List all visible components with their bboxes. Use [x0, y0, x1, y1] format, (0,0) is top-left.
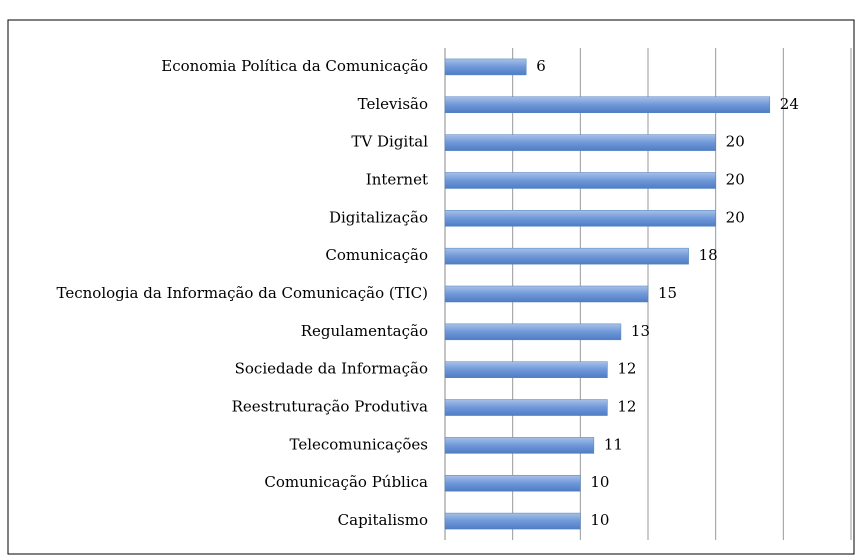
data-label: 18 [699, 246, 718, 264]
bar [444, 437, 595, 454]
y-tick-label: Capitalismo [338, 511, 428, 529]
data-label: 20 [726, 208, 745, 226]
data-label: 10 [590, 473, 609, 491]
y-tick-label: Comunicação [325, 246, 428, 264]
data-label: 10 [590, 511, 609, 529]
bar [444, 323, 622, 341]
bar [444, 247, 689, 265]
data-label: 12 [617, 360, 636, 378]
data-label: 20 [726, 170, 745, 188]
y-tick-label: TV Digital [351, 133, 428, 151]
bar [444, 172, 716, 189]
bar [444, 474, 581, 492]
y-tick-label: Televisão [358, 95, 428, 113]
bar [444, 399, 608, 416]
bar [444, 512, 581, 530]
data-label: 20 [726, 133, 745, 151]
y-tick-label: Regulamentação [301, 322, 428, 340]
bar [444, 285, 649, 303]
bar [444, 96, 771, 114]
bar [444, 58, 527, 76]
data-label: 13 [631, 322, 650, 340]
data-label: 24 [780, 95, 799, 113]
data-label: 11 [604, 435, 623, 453]
y-tick-label: Internet [366, 170, 428, 188]
data-label: 6 [536, 57, 546, 75]
bar [444, 134, 716, 151]
y-tick-label: Comunicação Pública [264, 473, 428, 491]
bar [444, 361, 608, 378]
y-tick-label: Sociedade da Informação [235, 360, 428, 378]
y-tick-label: Digitalização [329, 208, 428, 226]
y-tick-label: Reestruturação Produtiva [232, 398, 428, 416]
y-tick-label: Telecomunicações [289, 435, 428, 453]
data-label: 12 [617, 398, 636, 416]
y-tick-label: Tecnologia da Informação da Comunicação … [57, 284, 428, 302]
bar [444, 210, 716, 227]
y-tick-label: Economia Política da Comunicação [161, 57, 428, 75]
data-label: 15 [658, 284, 677, 302]
